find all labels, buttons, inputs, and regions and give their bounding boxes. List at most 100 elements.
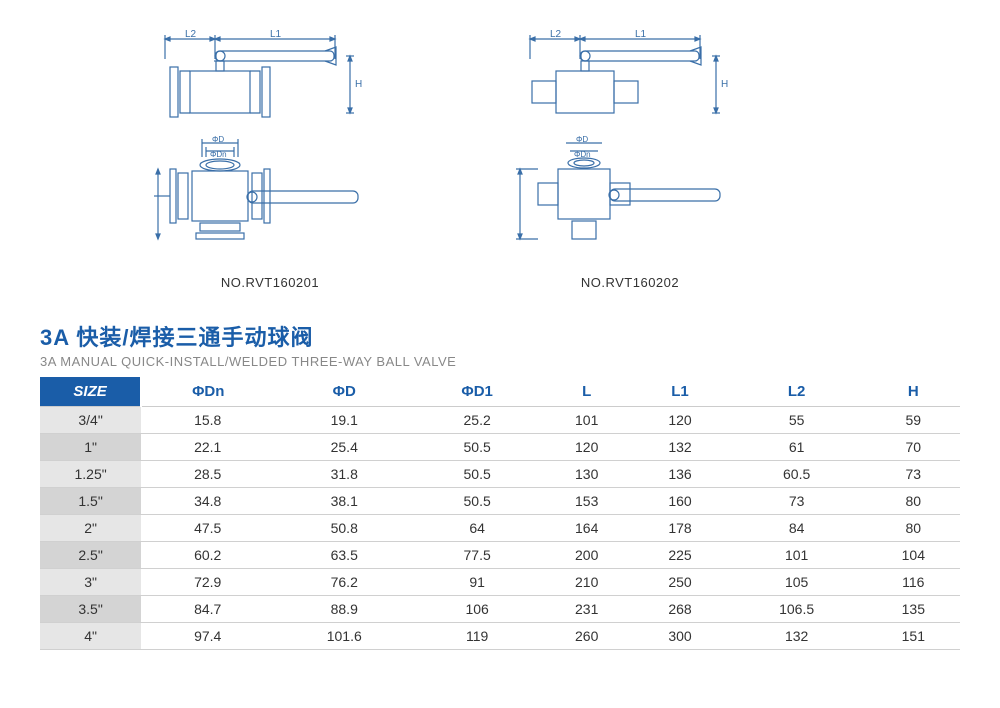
table-cell: 28.5 [141,461,274,488]
table-cell: 119 [414,623,540,650]
table-cell: 106 [414,596,540,623]
table-cell: 300 [633,623,726,650]
table-cell: 132 [727,623,867,650]
table-cell: 15.8 [141,407,274,434]
table-cell: 164 [540,515,633,542]
col-header: L2 [727,377,867,407]
dim-dn: ΦDn [210,150,227,159]
col-size: SIZE [40,377,141,407]
table-cell: 50.8 [274,515,414,542]
dim-l1: L1 [270,29,282,40]
table-cell: 70 [867,434,960,461]
table-cell: 88.9 [274,596,414,623]
dim-l1-r: L1 [635,29,647,40]
diagram-right-svg: L2 L1 H ΦD ΦDn [480,29,780,269]
table-cell: 260 [540,623,633,650]
diagram-right-block: L2 L1 H ΦD ΦDn [480,20,780,290]
table-cell: 1.5" [40,488,141,515]
table-cell: 1" [40,434,141,461]
table-row: 1"22.125.450.51201326170 [40,434,960,461]
table-cell: 120 [540,434,633,461]
table-row: 1.25"28.531.850.513013660.573 [40,461,960,488]
diagram-left-svg: L2 L1 H [120,29,420,269]
table-cell: 97.4 [141,623,274,650]
diagram-left-block: L2 L1 H [120,20,420,290]
table-cell: 63.5 [274,542,414,569]
table-cell: 135 [867,596,960,623]
table-cell: 106.5 [727,596,867,623]
table-cell: 72.9 [141,569,274,596]
diagrams-row: L2 L1 H [40,20,960,290]
table-cell: 231 [540,596,633,623]
table-cell: 2.5" [40,542,141,569]
table-cell: 84 [727,515,867,542]
table-cell: 25.2 [414,407,540,434]
dim-h-r: H [721,79,728,90]
table-cell: 120 [633,407,726,434]
col-header: L [540,377,633,407]
table-cell: 178 [633,515,726,542]
col-header: ΦDn [141,377,274,407]
table-cell: 104 [867,542,960,569]
table-cell: 4" [40,623,141,650]
table-cell: 84.7 [141,596,274,623]
table-cell: 34.8 [141,488,274,515]
table-cell: 3.5" [40,596,141,623]
table-row: 4"97.4101.6119260300132151 [40,623,960,650]
table-cell: 50.5 [414,434,540,461]
table-cell: 50.5 [414,488,540,515]
spec-header-row: SIZEΦDnΦDΦD1LL1L2H [40,377,960,407]
table-row: 3/4"15.819.125.21011205559 [40,407,960,434]
table-cell: 60.2 [141,542,274,569]
table-cell: 80 [867,515,960,542]
table-cell: 160 [633,488,726,515]
col-header: L1 [633,377,726,407]
table-cell: 250 [633,569,726,596]
table-cell: 73 [867,461,960,488]
table-cell: 77.5 [414,542,540,569]
table-cell: 268 [633,596,726,623]
dim-d: ΦD [212,135,224,144]
table-cell: 200 [540,542,633,569]
spec-body: 3/4"15.819.125.210112055591"22.125.450.5… [40,407,960,650]
table-cell: 130 [540,461,633,488]
table-row: 1.5"34.838.150.51531607380 [40,488,960,515]
dim-l2: L2 [185,29,197,40]
table-cell: 31.8 [274,461,414,488]
table-cell: 60.5 [727,461,867,488]
table-cell: 80 [867,488,960,515]
table-cell: 225 [633,542,726,569]
table-cell: 2" [40,515,141,542]
table-row: 2"47.550.8641641788480 [40,515,960,542]
col-header: H [867,377,960,407]
table-cell: 153 [540,488,633,515]
table-cell: 73 [727,488,867,515]
title-en: 3A MANUAL QUICK-INSTALL/WELDED THREE-WAY… [40,354,960,369]
dim-h: H [355,79,362,90]
diagram-left-label: NO.RVT160201 [221,275,319,290]
diagram-right-label: NO.RVT160202 [581,275,679,290]
dim-l2-r: L2 [550,29,562,40]
table-cell: 22.1 [141,434,274,461]
table-cell: 19.1 [274,407,414,434]
title-cn: 3A 快装/焊接三通手动球阀 [40,320,960,352]
title-block: 3A 快装/焊接三通手动球阀 3A MANUAL QUICK-INSTALL/W… [40,320,960,369]
table-cell: 210 [540,569,633,596]
table-cell: 1.25" [40,461,141,488]
table-cell: 101 [727,542,867,569]
table-cell: 3/4" [40,407,141,434]
table-cell: 136 [633,461,726,488]
table-cell: 61 [727,434,867,461]
table-cell: 76.2 [274,569,414,596]
table-cell: 105 [727,569,867,596]
table-cell: 3" [40,569,141,596]
table-cell: 59 [867,407,960,434]
table-cell: 55 [727,407,867,434]
table-row: 3.5"84.788.9106231268106.5135 [40,596,960,623]
table-row: 2.5"60.263.577.5200225101104 [40,542,960,569]
table-cell: 64 [414,515,540,542]
table-cell: 47.5 [141,515,274,542]
table-cell: 116 [867,569,960,596]
col-header: ΦD1 [414,377,540,407]
table-cell: 91 [414,569,540,596]
